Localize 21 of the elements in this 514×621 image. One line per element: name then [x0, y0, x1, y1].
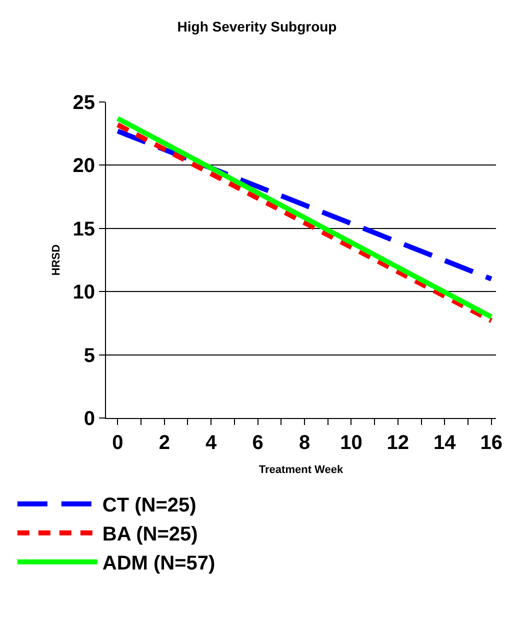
x-axis-title: Treatment Week — [258, 464, 344, 476]
x-tick-label: 8 — [298, 432, 310, 454]
x-tick-label: 12 — [386, 432, 410, 454]
chart-title: High Severity Subgroup — [177, 18, 337, 35]
y-tick-label: 15 — [72, 218, 95, 240]
x-tick-label: 14 — [433, 432, 457, 454]
x-tick-label: 10 — [340, 432, 362, 454]
x-tick-label: 16 — [480, 432, 502, 454]
legend-label: CT (N=25) — [102, 494, 196, 517]
x-tick-label: 6 — [252, 432, 264, 454]
x-tick-label: 2 — [158, 432, 170, 454]
y-axis-title: HRSD — [50, 244, 62, 276]
legend-label: BA (N=25) — [102, 524, 198, 546]
y-tick-label: 20 — [72, 155, 95, 178]
y-tick-label: 10 — [72, 282, 95, 304]
y-tick-label: 0 — [84, 408, 95, 430]
x-tick-label: 0 — [112, 432, 124, 454]
y-tick-label: 25 — [72, 92, 95, 114]
x-tick-label: 4 — [206, 432, 218, 454]
legend-label: ADM (N=57) — [102, 552, 216, 575]
y-tick-label: 5 — [84, 344, 95, 367]
